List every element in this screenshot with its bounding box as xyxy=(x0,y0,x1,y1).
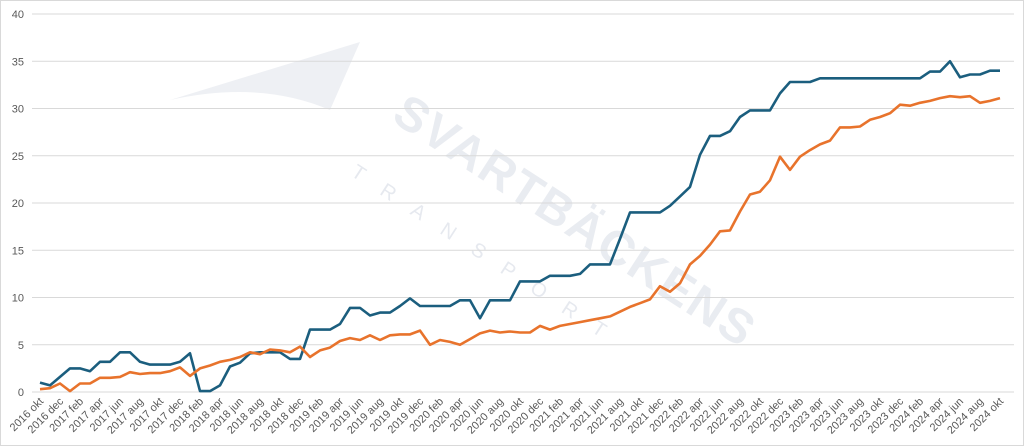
y-tick-label: 40 xyxy=(12,9,24,21)
y-tick-label: 10 xyxy=(12,293,24,305)
series-line-1 xyxy=(39,59,1000,393)
y-tick-label: 35 xyxy=(12,56,24,68)
series-lines xyxy=(39,59,1001,393)
y-tick-label: 25 xyxy=(12,151,24,163)
series-line-2 xyxy=(39,94,1001,393)
y-axis: 0 5 10 15 20 25 30 35 40 xyxy=(12,9,24,399)
y-tick-label: 30 xyxy=(12,104,24,116)
gridlines xyxy=(32,13,1014,393)
y-tick-label: 20 xyxy=(12,198,24,210)
y-tick-label: 15 xyxy=(12,245,24,257)
watermark-logo-wing xyxy=(170,42,360,110)
y-tick-label: 5 xyxy=(18,340,24,352)
y-tick-label: 0 xyxy=(18,387,24,399)
